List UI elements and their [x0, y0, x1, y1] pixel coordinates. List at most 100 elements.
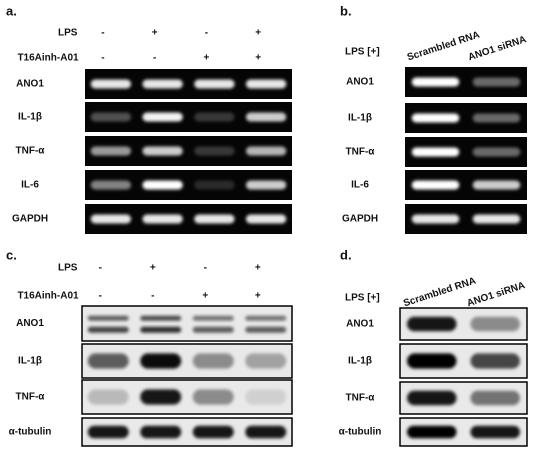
- row-label: TNF-α: [346, 393, 376, 404]
- condition-label: LPS [+]: [345, 293, 380, 304]
- panel-label: d.: [340, 247, 352, 262]
- band: [245, 315, 287, 321]
- row-label: GAPDH: [342, 214, 378, 225]
- band: [192, 326, 234, 333]
- band: [142, 146, 183, 156]
- row-label: ANO1: [16, 318, 44, 329]
- band: [472, 77, 521, 87]
- band: [472, 113, 521, 123]
- sign: +: [255, 263, 261, 274]
- band: [411, 77, 460, 87]
- band: [470, 425, 521, 439]
- panel: a. LPS - + - + T16Ainh-A01 - - + + ANO1 IL-1β TNF-α IL…: [6, 3, 292, 234]
- band: [90, 146, 132, 156]
- row-label: ANO1: [346, 319, 374, 330]
- band: [142, 112, 183, 122]
- condition-label: T16Ainh-A01: [17, 53, 79, 64]
- sign: -: [99, 263, 102, 274]
- band: [245, 79, 287, 89]
- band: [406, 425, 457, 439]
- sign: -: [101, 53, 104, 64]
- row-label: IL-1β: [348, 113, 372, 124]
- band: [245, 112, 287, 122]
- condition-label: LPS: [58, 28, 78, 39]
- band: [245, 146, 287, 156]
- sign: +: [203, 53, 209, 64]
- sign: -: [101, 28, 104, 39]
- sign: +: [150, 263, 156, 274]
- band: [192, 389, 234, 405]
- band: [194, 112, 235, 122]
- band: [87, 326, 129, 333]
- sign: +: [202, 291, 208, 302]
- condition-label: LPS [+]: [345, 47, 380, 58]
- band: [411, 214, 460, 224]
- band: [192, 315, 234, 321]
- panel-label: a.: [6, 3, 17, 18]
- band: [470, 353, 521, 369]
- condition-label: LPS: [58, 263, 78, 274]
- row-label: IL-6: [351, 180, 369, 191]
- band: [87, 315, 129, 321]
- band: [194, 79, 235, 89]
- sign: +: [255, 291, 261, 302]
- sign: -: [204, 263, 207, 274]
- band: [470, 390, 521, 406]
- band: [194, 146, 235, 156]
- band: [472, 180, 521, 190]
- band: [194, 180, 235, 190]
- band: [245, 353, 287, 369]
- band: [406, 353, 457, 369]
- band: [140, 326, 182, 333]
- band: [470, 316, 521, 332]
- sign: -: [153, 53, 156, 64]
- band: [192, 425, 234, 439]
- band: [245, 389, 287, 405]
- band: [245, 326, 287, 333]
- sign: +: [152, 28, 158, 39]
- panel: c. LPS - + - + T16Ainh-A01 - - + + ANO1 IL-1β TNF-α α-…: [6, 247, 293, 447]
- band: [472, 214, 521, 224]
- condition-label: T16Ainh-A01: [17, 291, 79, 302]
- band: [245, 180, 287, 190]
- sign: -: [99, 291, 102, 302]
- band: [87, 425, 129, 439]
- band: [142, 79, 183, 89]
- band: [406, 316, 457, 332]
- band: [142, 214, 183, 224]
- panel-label: c.: [6, 247, 17, 262]
- band: [140, 425, 182, 439]
- band: [140, 353, 182, 369]
- sign: -: [205, 28, 208, 39]
- row-label: α-tubulin: [9, 427, 52, 438]
- band: [245, 214, 287, 224]
- row-label: TNF-α: [16, 146, 46, 157]
- band: [140, 389, 182, 405]
- row-label: GAPDH: [12, 214, 48, 225]
- row-label: TNF-α: [16, 392, 46, 403]
- band: [90, 79, 132, 89]
- band: [411, 113, 460, 123]
- band: [87, 353, 129, 369]
- band: [90, 112, 132, 122]
- sign: -: [151, 291, 154, 302]
- row-label: ANO1: [16, 79, 44, 90]
- band: [406, 390, 457, 406]
- row-label: TNF-α: [346, 147, 376, 158]
- panel-label: b.: [340, 3, 352, 18]
- band: [194, 214, 235, 224]
- band: [142, 180, 183, 190]
- band: [90, 180, 132, 190]
- band: [245, 425, 287, 439]
- band: [140, 315, 182, 321]
- row-label: IL-1β: [18, 112, 42, 123]
- row-label: ANO1: [346, 77, 374, 88]
- band: [87, 389, 129, 405]
- band: [472, 147, 521, 157]
- row-label: IL-1β: [18, 356, 42, 367]
- row-label: IL-6: [21, 180, 39, 191]
- band: [411, 147, 460, 157]
